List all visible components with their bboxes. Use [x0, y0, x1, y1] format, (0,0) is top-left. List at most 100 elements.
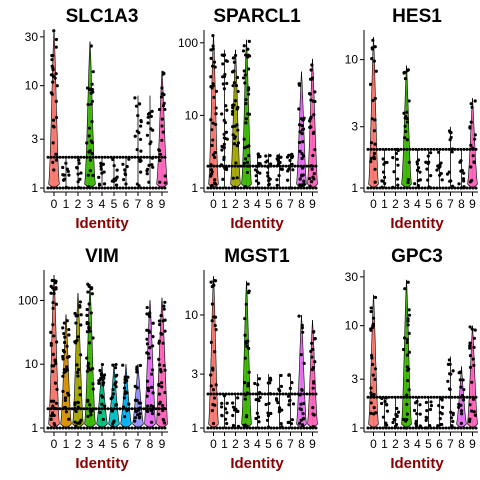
data-point — [405, 353, 410, 357]
data-point — [221, 177, 225, 181]
baseline-point — [405, 147, 409, 151]
data-point — [371, 98, 375, 103]
x-tick-label: 8 — [298, 437, 305, 451]
data-point — [61, 326, 65, 330]
data-point — [150, 368, 155, 372]
baseline-point — [157, 407, 161, 411]
baseline-point — [302, 426, 306, 430]
data-point — [369, 309, 373, 314]
baseline-point — [94, 155, 98, 159]
data-point — [472, 345, 476, 349]
baseline-point — [426, 395, 430, 399]
baseline-point — [447, 147, 451, 151]
baseline-point — [236, 426, 240, 430]
data-point — [297, 82, 301, 86]
data-point — [89, 311, 93, 315]
x-tick-label: 1 — [381, 197, 388, 211]
baseline-point — [242, 186, 246, 190]
baseline-point — [308, 164, 312, 168]
data-point — [114, 403, 118, 407]
data-point — [150, 372, 154, 376]
baseline-point — [142, 407, 146, 411]
baseline-point — [248, 426, 252, 430]
data-point — [102, 182, 107, 186]
data-point — [473, 328, 477, 332]
data-point — [246, 92, 251, 96]
data-point — [309, 115, 313, 119]
data-point — [74, 341, 78, 345]
baseline-point — [302, 164, 306, 168]
data-point — [51, 160, 55, 165]
data-point — [231, 109, 235, 114]
data-point — [424, 418, 428, 423]
data-point — [369, 391, 373, 395]
baseline-point — [233, 426, 237, 430]
data-point — [231, 133, 235, 137]
baseline-point — [70, 426, 74, 430]
data-point — [437, 404, 441, 408]
baseline-point — [299, 426, 303, 430]
baseline-point — [109, 426, 113, 430]
x-tick-label: 5 — [425, 197, 432, 211]
baseline-point — [384, 426, 388, 430]
data-point — [91, 382, 95, 386]
x-tick-label: 1 — [221, 197, 228, 211]
data-point — [247, 291, 251, 295]
baseline-point — [444, 395, 448, 399]
data-point — [86, 282, 90, 286]
data-point — [424, 400, 428, 405]
data-point — [159, 313, 163, 318]
data-point — [210, 319, 214, 323]
data-point — [225, 59, 229, 63]
data-point — [369, 160, 373, 164]
data-point — [212, 283, 216, 288]
data-point — [99, 164, 103, 168]
data-point — [211, 33, 215, 38]
data-point — [222, 53, 226, 58]
baseline-point — [381, 395, 385, 399]
data-point — [85, 307, 89, 312]
baseline-point — [233, 186, 237, 190]
baseline-point — [242, 426, 246, 430]
data-point — [211, 121, 215, 125]
data-point — [402, 111, 406, 115]
baseline-point — [115, 155, 119, 159]
data-point — [145, 305, 149, 310]
baseline-point — [308, 392, 312, 396]
data-point — [145, 351, 149, 355]
data-point — [234, 161, 238, 165]
data-point — [302, 417, 306, 421]
data-point — [297, 107, 301, 111]
data-point — [234, 83, 239, 88]
data-point — [299, 352, 303, 357]
data-point — [225, 421, 229, 426]
baseline-point — [260, 392, 264, 396]
baseline-point — [432, 147, 436, 151]
data-point — [137, 131, 141, 135]
data-point — [412, 408, 417, 413]
baseline-point — [314, 426, 318, 430]
data-point — [159, 370, 163, 374]
data-point — [109, 397, 113, 401]
data-point — [158, 180, 162, 184]
data-point — [231, 84, 235, 88]
data-point — [311, 406, 315, 410]
data-point — [214, 328, 218, 332]
data-point — [89, 102, 93, 106]
baseline-point — [91, 407, 95, 411]
data-point — [150, 411, 155, 416]
x-tick-label: 0 — [370, 197, 377, 211]
data-point — [127, 402, 131, 406]
data-point — [236, 396, 240, 400]
x-tick-label: 5 — [111, 437, 118, 451]
data-point — [61, 165, 65, 170]
data-point — [278, 389, 282, 393]
baseline-point — [67, 186, 71, 190]
data-point — [89, 410, 93, 414]
data-point — [413, 401, 418, 405]
baseline-point — [393, 147, 397, 151]
baseline-point — [366, 395, 370, 399]
data-point — [145, 328, 149, 332]
data-point — [212, 95, 216, 99]
data-point — [406, 178, 410, 182]
